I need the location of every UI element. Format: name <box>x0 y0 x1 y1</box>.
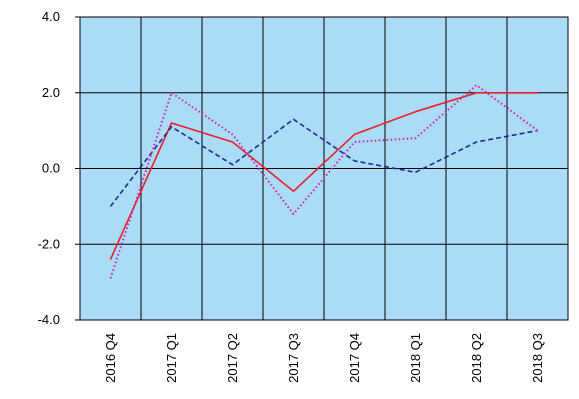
x-tick-label: 2018 Q3 <box>530 333 545 383</box>
x-tick-label: 2017 Q1 <box>164 333 179 383</box>
y-tick-label: 4.0 <box>42 9 60 24</box>
series-line-dotted <box>109 84 539 279</box>
x-tick-label: 2017 Q3 <box>286 333 301 383</box>
y-tick-label: -4.0 <box>38 312 60 327</box>
x-tick-label: 2018 Q2 <box>469 333 484 383</box>
x-tick-label: 2018 Q1 <box>408 333 423 383</box>
x-tick-label: 2017 Q2 <box>225 333 240 383</box>
y-axis-tick-labels: 4.0 2.0 0.0 -2.0 -4.0 <box>38 9 60 327</box>
series-group <box>109 84 539 279</box>
series-line-dashed <box>109 118 538 207</box>
x-tick-label: 2017 Q4 <box>347 333 362 383</box>
x-axis-tick-labels: 2016 Q4 2017 Q1 2017 Q2 2017 Q3 2017 Q4 2018 … <box>103 333 545 383</box>
series-line-solid <box>109 92 538 260</box>
y-tick-label: 2.0 <box>42 85 60 100</box>
x-tick-label: 2016 Q4 <box>103 333 118 383</box>
y-tick-label: 0.0 <box>42 161 60 176</box>
grid-lines <box>75 16 568 321</box>
y-tick-label: -2.0 <box>38 236 60 251</box>
